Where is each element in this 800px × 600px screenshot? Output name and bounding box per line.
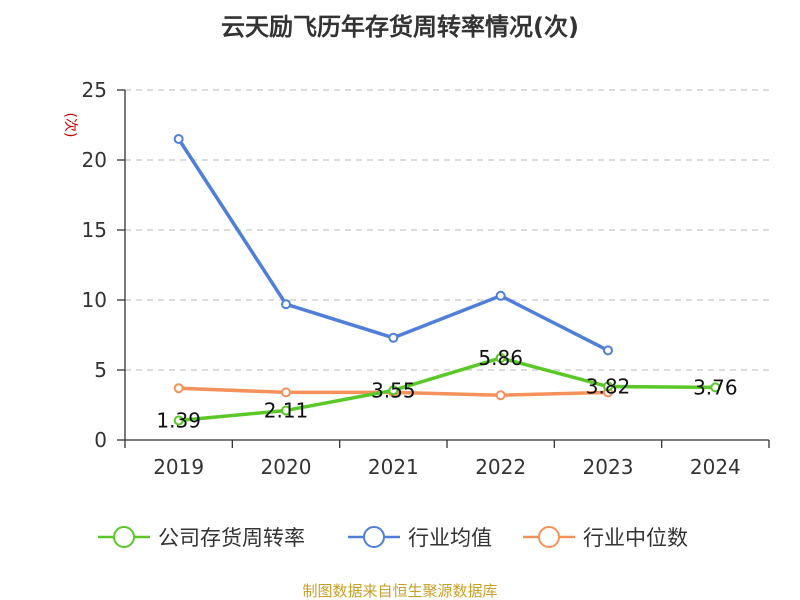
data-point	[603, 345, 613, 356]
y-tick-label: 0	[94, 428, 107, 452]
y-tick-label: 5	[94, 358, 107, 382]
legend[interactable]: 公司存货周转率 行业均值 行业中位数	[98, 526, 688, 550]
legend-marker	[113, 526, 135, 548]
series-line	[176, 356, 718, 423]
data-labels: 1.39 2.11 3.55 5.86 3.82 3.76	[156, 346, 737, 433]
data-label: 2.11	[264, 398, 309, 422]
legend-item[interactable]: 公司存货周转率	[98, 526, 305, 550]
data-point	[281, 299, 291, 310]
data-point	[710, 382, 721, 393]
legend-label: 公司存货周转率	[158, 526, 305, 550]
data-point	[173, 383, 184, 394]
data-point	[388, 385, 399, 396]
data-point	[388, 332, 399, 343]
legend-item[interactable]: 行业均值	[348, 526, 492, 550]
data-point	[603, 381, 613, 392]
x-tick-label: 2023	[583, 455, 634, 479]
data-point	[173, 415, 184, 426]
legend-label: 行业均值	[408, 526, 492, 550]
legend-marker	[538, 526, 560, 548]
data-point	[495, 352, 506, 363]
x-tick-label: 2022	[475, 455, 526, 479]
grid	[125, 89, 769, 371]
data-point	[281, 405, 291, 416]
y-tick-label: 15	[82, 218, 107, 242]
chart-title: 云天励飞历年存货周转率情况(次)	[221, 13, 579, 41]
data-point	[173, 134, 184, 144]
data-label: 5.86	[478, 346, 523, 370]
x-tick-label: 2020	[261, 455, 312, 479]
axes: 0 5 10 15 20 25 2019 2020 2021 2022 2023 2024	[82, 78, 770, 479]
series	[173, 134, 721, 426]
series-line	[176, 137, 610, 353]
data-point	[495, 390, 506, 401]
x-tick-label: 2019	[153, 455, 204, 479]
data-label: 3.76	[693, 375, 738, 399]
legend-label: 行业中位数	[583, 526, 688, 550]
legend-marker	[363, 526, 385, 548]
x-tick-label: 2021	[368, 455, 419, 479]
data-point	[495, 290, 506, 301]
y-tick-label: 25	[82, 78, 107, 102]
y-tick-label: 20	[82, 148, 107, 172]
source-note: 制图数据来自恒生聚源数据库	[302, 582, 497, 600]
data-label: 3.55	[371, 378, 416, 402]
data-label: 1.39	[156, 409, 201, 433]
y-axis-label: (次)	[62, 113, 78, 138]
data-label: 3.82	[586, 375, 631, 399]
legend-item[interactable]: 行业中位数	[523, 526, 688, 550]
y-tick-label: 10	[82, 288, 107, 312]
x-tick-label: 2024	[690, 455, 741, 479]
data-point	[281, 387, 291, 398]
